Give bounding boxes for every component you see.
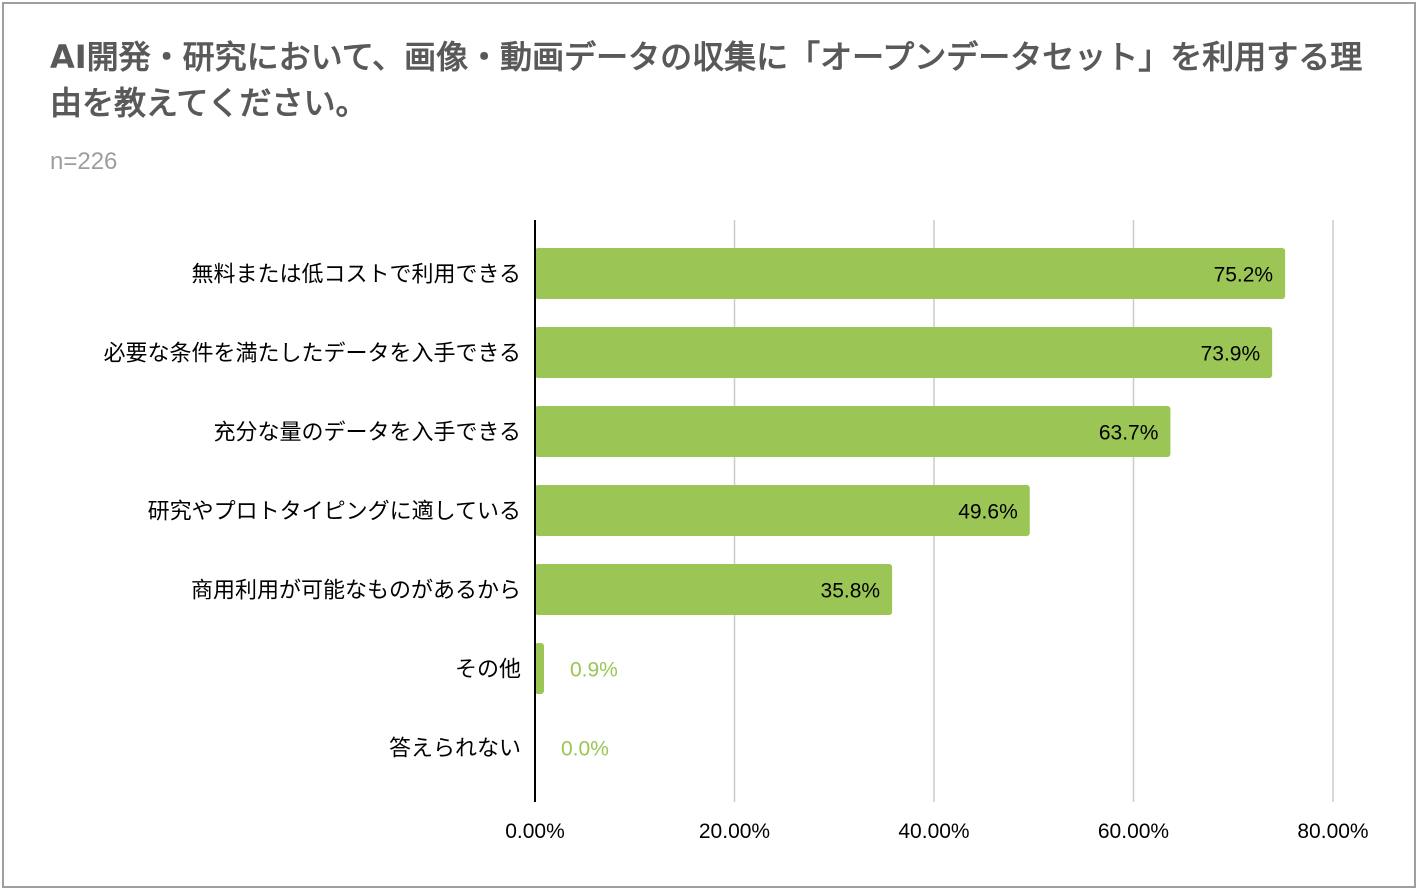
data-label: 73.9% [1201, 343, 1261, 366]
bars [535, 248, 1286, 694]
bar [535, 564, 893, 615]
category-label: 必要な条件を満たしたデータを入手できる [103, 342, 521, 367]
x-tick-label: 0.00% [505, 820, 565, 843]
chart-subtitle: n=226 [50, 148, 118, 175]
data-labels: 75.2% 73.9% 63.7% 49.6% 35.8% 0.9% 0.0% [561, 264, 1273, 761]
bar [535, 643, 544, 694]
chart-title: AI開発・研究において、画像・動画データの収集に「オープンデータセット」を利用す… [50, 38, 1363, 122]
x-tick-label: 20.00% [699, 820, 770, 843]
data-label: 75.2% [1214, 264, 1274, 287]
x-tick-label: 80.00% [1297, 820, 1368, 843]
category-label: 無料または低コストで利用できる [191, 263, 521, 288]
category-label: その他 [455, 658, 521, 683]
category-label: 研究やプロトタイピングに適している [148, 500, 521, 525]
bar [535, 406, 1171, 457]
data-label: 49.6% [958, 501, 1018, 524]
data-label: 35.8% [821, 580, 881, 603]
x-tick-labels: 0.00% 20.00% 40.00% 60.00% 80.00% [505, 820, 1368, 843]
category-label: 充分な量のデータを入手できる [213, 421, 521, 446]
x-tick-label: 60.00% [1098, 820, 1169, 843]
data-label: 0.0% [561, 738, 609, 761]
data-label: 63.7% [1099, 422, 1159, 445]
bar [535, 248, 1286, 299]
category-label: 商用利用が可能なものがあるから [191, 579, 521, 604]
data-label: 0.9% [570, 659, 618, 682]
category-label: 答えられない [389, 737, 521, 762]
x-tick-label: 40.00% [898, 820, 969, 843]
category-labels: 無料または低コストで利用できる必要な条件を満たしたデータを入手できる充分な量のデ… [103, 263, 521, 762]
bar [535, 485, 1030, 536]
bar [535, 327, 1273, 378]
